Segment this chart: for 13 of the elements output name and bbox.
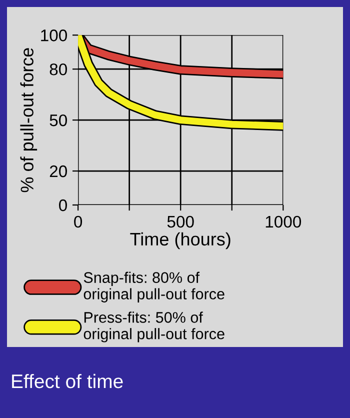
y-tick-label: 100	[41, 30, 67, 42]
legend-label: Press-fits: 50% of original pull-out force	[84, 312, 224, 342]
x-tick-label: 0	[74, 216, 82, 228]
x-tick-label: 1000	[266, 216, 302, 228]
legend-label: Snap-fits: 80% of original pull-out force	[84, 272, 224, 302]
text: Effect of time	[12, 374, 123, 388]
y-tick-label: 20	[50, 165, 67, 178]
y-tick-label: 0	[59, 199, 67, 212]
x-axis-title: Time (hours)	[130, 232, 230, 250]
y-axis-title: % of pull-out force	[20, 48, 38, 192]
y-tick-label: 50	[50, 114, 67, 126]
y-tick-label: 80	[50, 63, 67, 76]
x-tick-label: 500	[167, 216, 194, 228]
